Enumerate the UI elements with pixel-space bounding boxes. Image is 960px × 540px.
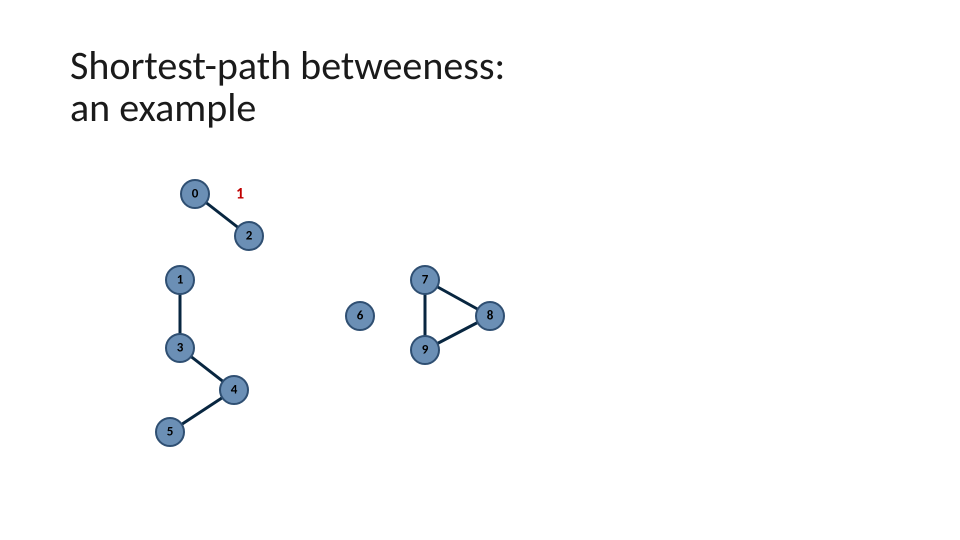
graph-node-label: 9 bbox=[422, 343, 429, 358]
graph-node-label: 3 bbox=[177, 341, 184, 356]
graph-node-label: 1 bbox=[177, 273, 184, 288]
graph-node-label: 4 bbox=[231, 383, 238, 398]
network-graph: 0 1 2 1 6 7 8 3 9 4 5 bbox=[0, 0, 960, 540]
graph-node-label: 7 bbox=[422, 273, 429, 288]
graph-node-label: 0 bbox=[192, 187, 199, 202]
graph-node-label: 2 bbox=[246, 229, 253, 244]
graph-node-label: 8 bbox=[487, 309, 494, 324]
floating-label: 1 bbox=[236, 185, 244, 204]
graph-node-label: 5 bbox=[167, 425, 174, 440]
graph-node-label: 6 bbox=[357, 309, 364, 324]
